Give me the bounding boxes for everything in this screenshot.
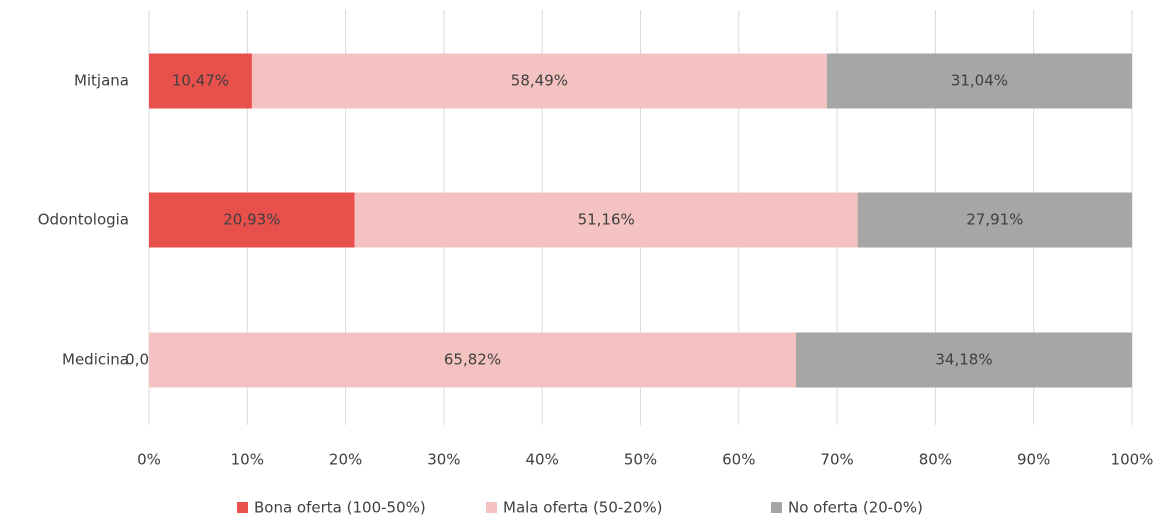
x-tick-label: 60%	[722, 451, 755, 469]
bar-segment	[251, 53, 827, 109]
legend-swatch	[237, 502, 248, 513]
x-tick-label: 100%	[1111, 451, 1154, 469]
y-tick-label: Mitjana	[74, 72, 129, 90]
data-label: 34,18%	[935, 351, 992, 369]
data-label: 65,82%	[444, 351, 501, 369]
bar-segment	[796, 332, 1132, 388]
x-tick-label: 50%	[624, 451, 657, 469]
data-label: 27,91%	[966, 211, 1023, 229]
bar-segment	[149, 192, 355, 248]
x-tick-label: 0%	[137, 451, 161, 469]
bar-segment	[149, 332, 797, 388]
bar-segment	[826, 53, 1132, 109]
y-tick-label: Medicina	[62, 351, 129, 369]
data-label: 58,49%	[511, 72, 568, 90]
x-tick-label: 70%	[820, 451, 853, 469]
legend-label: Mala oferta (50-20%)	[503, 499, 663, 517]
legend-swatch	[771, 502, 782, 513]
bar-segment	[857, 192, 1132, 248]
data-label: 31,04%	[951, 72, 1008, 90]
x-tick-label: 90%	[1017, 451, 1050, 469]
legend-swatch	[486, 502, 497, 513]
x-tick-label: 40%	[526, 451, 559, 469]
x-tick-label: 30%	[427, 451, 460, 469]
y-tick-label: Odontologia	[38, 211, 129, 229]
data-label: 20,93%	[223, 211, 280, 229]
legend-label: No oferta (20-0%)	[788, 499, 923, 517]
x-tick-label: 80%	[919, 451, 952, 469]
data-label: 10,47%	[172, 72, 229, 90]
legend-label: Bona oferta (100-50%)	[254, 499, 426, 517]
bar-segment	[354, 192, 858, 248]
data-label: 51,16%	[578, 211, 635, 229]
bar-segment	[149, 53, 252, 109]
x-tick-label: 10%	[231, 451, 264, 469]
x-tick-label: 20%	[329, 451, 362, 469]
